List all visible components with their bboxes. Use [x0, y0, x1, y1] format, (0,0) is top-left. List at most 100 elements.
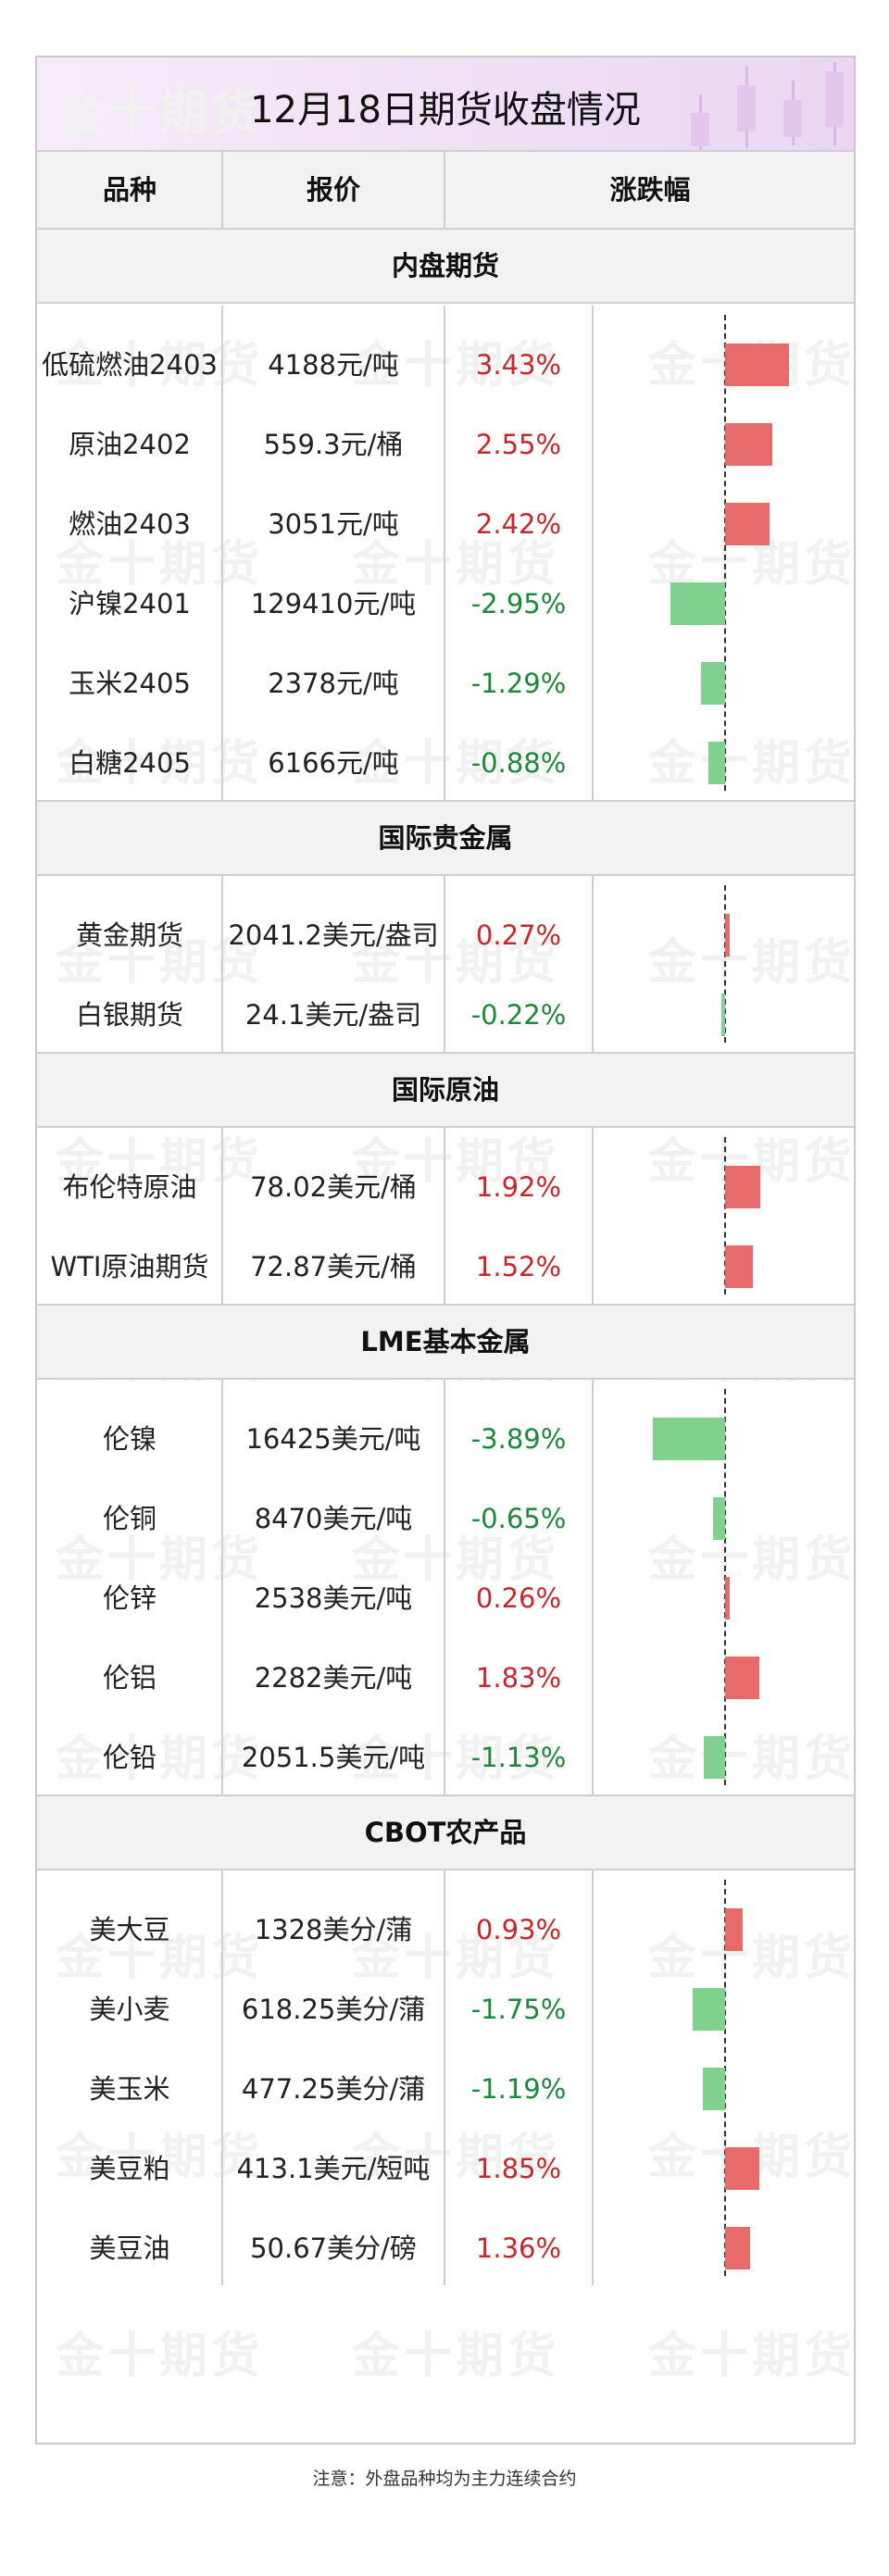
watermark-text: 金十期货 [352, 2130, 560, 2185]
futures-board: 金十期货 12月18日期货收盘情况 品种 报价 涨跌幅 金十期货 金十期货 金十期货… [35, 56, 856, 2445]
watermark-text: 金十期货 [56, 935, 264, 991]
footnote: 注意：外盘品种均为主力连续合约 [312, 2469, 577, 2489]
price-value: 3051元/吨 [268, 508, 399, 540]
watermark-text: 金十期货 [352, 537, 560, 593]
change-bar [725, 1245, 754, 1288]
price-value: 50.67美分/磅 [250, 2232, 417, 2264]
change-label: -3.89% [470, 1423, 567, 1455]
watermark-text: 金十期货 [648, 1532, 857, 1588]
variety-name: 伦镍 [102, 1423, 157, 1455]
variety-name: 美豆粕 [89, 2153, 170, 2184]
change-bar [725, 423, 772, 466]
column-divider [444, 306, 445, 800]
change-bar [725, 2227, 751, 2270]
watermark-text: 金十期货 [352, 1931, 560, 1986]
change-bar [725, 1166, 761, 1208]
change-label: 1.92% [475, 1171, 562, 1203]
watermark-text: 金十期货 [56, 736, 264, 792]
variety-name: 原油2402 [69, 429, 191, 460]
watermark-text: 金十期货 [648, 736, 857, 792]
variety-name: 伦铜 [102, 1503, 157, 1534]
section-header: 国际原油 [37, 1052, 854, 1128]
variety-name: 伦铅 [102, 1742, 157, 1773]
watermark-text: 金十期货 [56, 1532, 264, 1588]
variety-name: 美玉米 [89, 2073, 170, 2105]
change-label: -2.95% [470, 588, 567, 619]
column-divider [221, 1128, 223, 1304]
price-value: 559.3元/桶 [263, 429, 404, 460]
variety-name: 布伦特原油 [62, 1171, 197, 1203]
watermark-text: 金十期货 [56, 338, 264, 394]
change-label: -1.19% [470, 2073, 567, 2105]
page-title: 12月18日期货收盘情况 [250, 89, 641, 131]
column-divider [444, 152, 445, 230]
price-value: 8470美元/吨 [254, 1503, 413, 1534]
price-value: 2538美元/吨 [254, 1582, 413, 1614]
price-value: 2041.2美元/盎司 [228, 919, 439, 951]
price-value: 72.87美元/桶 [250, 1251, 417, 1282]
column-divider [444, 1870, 445, 2285]
change-bar [703, 2068, 725, 2110]
variety-name: 燃油2403 [69, 508, 191, 540]
change-label: 3.43% [475, 349, 562, 381]
change-bar [670, 582, 725, 625]
zero-axis-line [724, 1880, 726, 2276]
watermark-text: 金十期货 [648, 935, 857, 991]
column-divider [444, 1380, 445, 1794]
zero-axis-line [724, 315, 726, 791]
change-label: -0.65% [470, 1503, 567, 1534]
watermark-text: 金十期货 [352, 1134, 560, 1190]
column-divider [592, 1870, 594, 2285]
column-header: 品种 报价 涨跌幅 [37, 152, 854, 230]
watermark-text: 金十期货 [56, 1732, 264, 1787]
watermark-text: 金十期货 [352, 2329, 560, 2384]
change-bar [704, 1736, 725, 1779]
price-value: 24.1美元/盎司 [244, 999, 422, 1031]
variety-name: 玉米2405 [69, 668, 191, 699]
watermark-text: 金十期货 [352, 935, 560, 991]
watermark-text: 金十期货 [56, 2130, 264, 2185]
column-divider [221, 1870, 223, 2285]
change-label: 0.26% [475, 1582, 562, 1614]
column-header-price: 报价 [306, 174, 360, 206]
change-bar [701, 662, 725, 705]
price-value: 477.25美分/蒲 [241, 2073, 426, 2105]
variety-name: 美小麦 [89, 1994, 170, 2025]
candlestick-decoration [825, 71, 844, 127]
section-header: 内盘期货 [37, 228, 854, 304]
price-value: 6166元/吨 [268, 747, 399, 779]
variety-name: 白银期货 [75, 999, 183, 1031]
price-value: 4188元/吨 [268, 349, 399, 381]
column-header-change: 涨跌幅 [609, 174, 691, 206]
change-label: -0.22% [470, 999, 567, 1031]
column-divider [592, 1380, 594, 1794]
change-bar [725, 1577, 731, 1619]
section-header: CBOT农产品 [37, 1794, 854, 1870]
price-value: 129410元/吨 [250, 588, 417, 619]
variety-name: 伦铝 [102, 1662, 157, 1694]
watermark-text: 金十期货 [648, 2329, 857, 2384]
change-label: 2.42% [475, 508, 562, 540]
candlestick-decoration [783, 100, 802, 137]
change-bar [708, 742, 725, 784]
change-label: 0.27% [475, 919, 562, 951]
section-header: LME基本金属 [37, 1304, 854, 1380]
price-value: 1328美分/蒲 [254, 1914, 413, 1945]
change-label: -0.88% [470, 747, 567, 779]
change-bar [693, 1988, 725, 2031]
watermark-text: 金十期货 [352, 736, 560, 792]
column-divider [592, 1128, 594, 1304]
price-value: 16425美元/吨 [245, 1423, 421, 1455]
change-bar [720, 994, 725, 1036]
variety-name: 伦锌 [102, 1582, 157, 1614]
price-value: 2282美元/吨 [254, 1662, 413, 1694]
watermark-text: 金十期货 [352, 338, 560, 394]
change-label: -1.29% [470, 668, 567, 699]
watermark-text: 金十期货 [352, 1532, 560, 1588]
column-divider [592, 306, 594, 800]
watermark-text: 金十期货 [56, 2329, 264, 2384]
column-divider [221, 1380, 223, 1794]
change-bar [725, 344, 789, 386]
change-label: 1.85% [475, 2153, 562, 2184]
change-bar [725, 1657, 759, 1699]
